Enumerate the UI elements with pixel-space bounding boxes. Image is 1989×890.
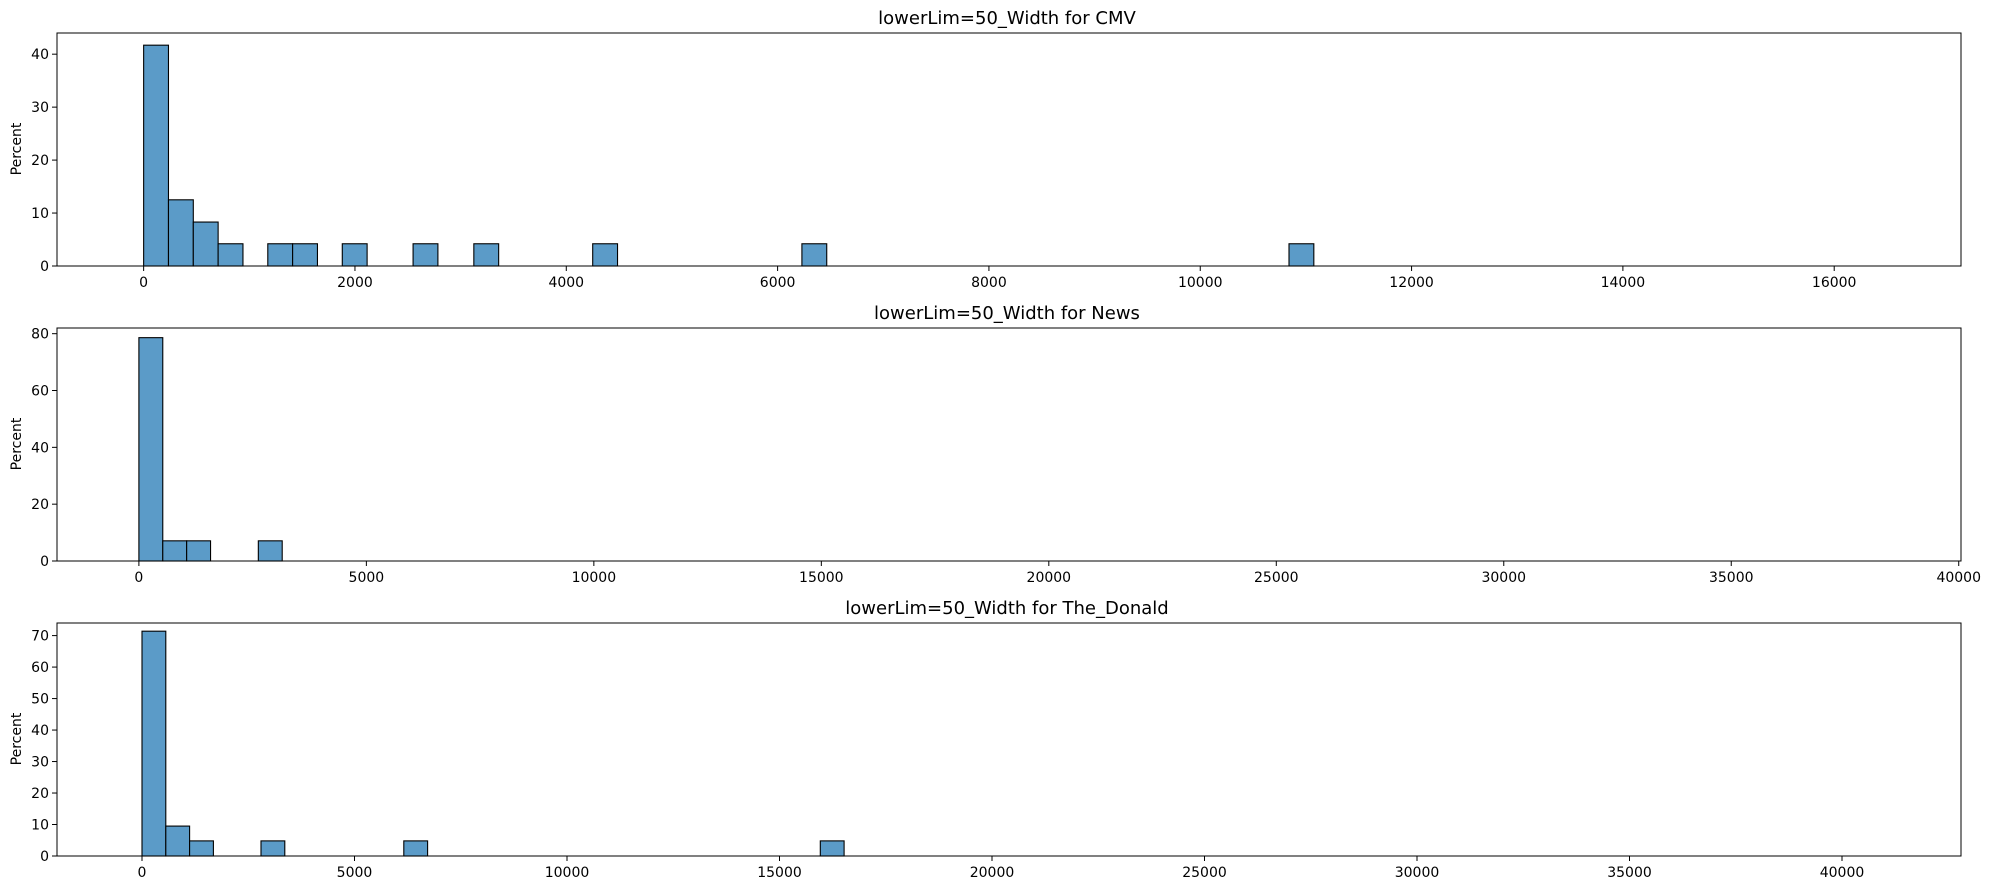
axes-frame bbox=[56, 32, 1962, 267]
y-tick-label: 20 bbox=[31, 497, 49, 513]
x-tick-label: 15000 bbox=[799, 570, 844, 586]
histogram-bar bbox=[189, 840, 214, 857]
y-tick-label: 0 bbox=[40, 259, 49, 275]
x-tick-label: 5000 bbox=[349, 570, 385, 586]
x-tick-label: 8000 bbox=[971, 275, 1007, 291]
x-tick-label: 16000 bbox=[1812, 275, 1857, 291]
subplot-cmv: lowerLim=50_Width for CMV Percent 0 2000 4… bbox=[9, 8, 1962, 291]
y-tick-label: 30 bbox=[31, 755, 49, 771]
x-tick-label: 2000 bbox=[337, 275, 373, 291]
axes-frame bbox=[56, 622, 1962, 857]
x-tick-label: 5000 bbox=[337, 865, 373, 881]
chart-title: lowerLim=50_Width for CMV bbox=[878, 8, 1136, 29]
x-tick-label: 6000 bbox=[760, 275, 796, 291]
chart-title: lowerLim=50_Width for The_Donald bbox=[845, 598, 1168, 619]
x-tick-label: 0 bbox=[139, 275, 148, 291]
histogram-bar bbox=[141, 630, 167, 857]
x-tick-label: 10000 bbox=[1178, 275, 1223, 291]
histogram-bar bbox=[260, 840, 286, 857]
y-tick-label: 0 bbox=[40, 554, 49, 570]
histogram-bar bbox=[341, 243, 368, 267]
y-axis-label: Percent bbox=[9, 417, 25, 470]
y-tick-label: 70 bbox=[31, 629, 49, 645]
y-tick-label: 20 bbox=[31, 153, 49, 169]
histogram-bar bbox=[592, 243, 619, 267]
x-tick-label: 30000 bbox=[1395, 865, 1440, 881]
histogram-bar bbox=[801, 243, 828, 267]
subplot-the-donald: lowerLim=50_Width for The_Donald Percent… bbox=[9, 598, 1962, 881]
x-tick-label: 35000 bbox=[1709, 570, 1754, 586]
subplot-news: lowerLim=50_Width for News Percent 0 5000… bbox=[9, 303, 1981, 586]
histogram-bar bbox=[167, 199, 194, 267]
y-axis-label: Percent bbox=[9, 122, 25, 175]
x-tick-label: 14000 bbox=[1601, 275, 1646, 291]
x-tick-label: 35000 bbox=[1607, 865, 1652, 881]
y-tick-label: 10 bbox=[31, 818, 49, 834]
y-tick-label: 80 bbox=[31, 327, 49, 343]
histogram-bar bbox=[257, 540, 283, 562]
y-axis-label: Percent bbox=[9, 712, 25, 765]
x-tick-label: 0 bbox=[138, 865, 147, 881]
x-tick-label: 10000 bbox=[572, 570, 617, 586]
histogram-bar bbox=[138, 337, 164, 562]
x-tick-label: 40000 bbox=[1820, 865, 1865, 881]
x-tick-label: 10000 bbox=[545, 865, 590, 881]
x-tick-label: 20000 bbox=[1027, 570, 1072, 586]
x-tick-label: 40000 bbox=[1936, 570, 1981, 586]
axes-frame bbox=[56, 327, 1962, 562]
y-tick-label: 40 bbox=[31, 440, 49, 456]
histogram-bar bbox=[143, 44, 170, 267]
y-tick-label: 40 bbox=[31, 723, 49, 739]
histogram-bar bbox=[217, 243, 244, 267]
histogram-bar bbox=[292, 243, 319, 267]
x-tick-label: 4000 bbox=[548, 275, 584, 291]
histogram-bar bbox=[165, 825, 191, 857]
y-tick-label: 10 bbox=[31, 206, 49, 222]
y-tick-label: 0 bbox=[40, 849, 49, 865]
x-tick-label: 20000 bbox=[970, 865, 1015, 881]
y-tick-label: 20 bbox=[31, 786, 49, 802]
y-tick-label: 60 bbox=[31, 384, 49, 400]
histogram-bar bbox=[403, 840, 429, 857]
histogram-bar bbox=[473, 243, 500, 267]
histogram-bar bbox=[819, 840, 845, 857]
chart-title: lowerLim=50_Width for News bbox=[874, 303, 1140, 324]
y-tick-label: 30 bbox=[31, 100, 49, 116]
y-tick-label: 60 bbox=[31, 660, 49, 676]
histogram-bar bbox=[192, 221, 219, 267]
x-tick-label: 15000 bbox=[757, 865, 802, 881]
histogram-bar bbox=[412, 243, 439, 267]
y-tick-label: 40 bbox=[31, 47, 49, 63]
x-tick-label: 30000 bbox=[1481, 570, 1526, 586]
x-tick-label: 12000 bbox=[1389, 275, 1434, 291]
histogram-bar bbox=[186, 540, 212, 562]
x-tick-label: 25000 bbox=[1182, 865, 1227, 881]
histogram-bar bbox=[162, 540, 188, 562]
y-tick-label: 50 bbox=[31, 692, 49, 708]
histogram-bar bbox=[1288, 243, 1315, 267]
x-tick-label: 25000 bbox=[1254, 570, 1299, 586]
histogram-bar bbox=[267, 243, 294, 267]
x-tick-label: 0 bbox=[134, 570, 143, 586]
